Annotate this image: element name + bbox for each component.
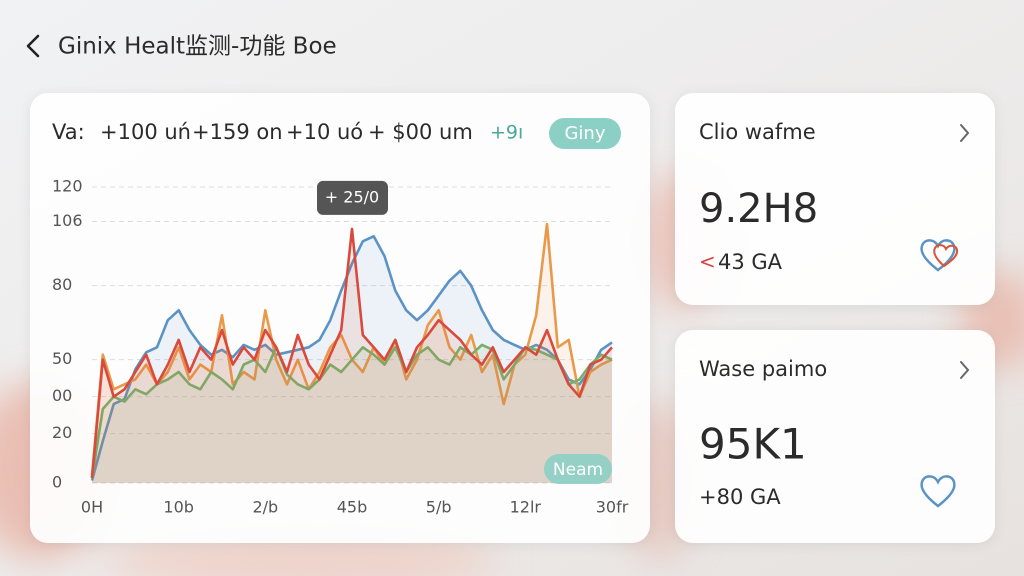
y-tick-label: 0 xyxy=(52,473,62,492)
legend-entry: +159 on xyxy=(192,120,283,144)
heart-icon xyxy=(920,475,956,508)
y-tick-label: 106 xyxy=(52,211,83,230)
toggle-label: Giny xyxy=(564,123,605,144)
x-tick-label: 5/b xyxy=(426,498,452,517)
series-area xyxy=(92,224,612,483)
y-tick-label: 80 xyxy=(52,275,72,294)
tooltip xyxy=(317,180,388,215)
x-tick-label: 45b xyxy=(337,498,368,517)
y-tick-label: 00 xyxy=(52,386,72,405)
badge-text: Neam xyxy=(553,460,603,480)
toggle-button[interactable] xyxy=(549,118,621,149)
card-value: 95K1 xyxy=(699,420,807,469)
chevron[interactable] xyxy=(960,124,970,142)
tooltip-text: + 25/0 xyxy=(325,187,379,206)
y-tick-label: 50 xyxy=(52,349,72,368)
series-line xyxy=(90,235,613,481)
legend-entry: +10 uó xyxy=(286,120,363,144)
back-button[interactable] xyxy=(26,34,40,58)
x-tick-label: 30fr xyxy=(596,498,629,517)
series-line xyxy=(90,227,613,479)
x-tick-label: 2/b xyxy=(252,498,278,517)
legend-extra: +9ı xyxy=(490,122,523,144)
card-title: Clio wafme xyxy=(699,120,816,144)
card-delta: 43 GA xyxy=(718,250,783,274)
heart-icon xyxy=(933,244,959,268)
badge xyxy=(544,454,612,484)
series-area xyxy=(92,228,612,483)
legend-entry: + $00 um xyxy=(368,120,473,144)
x-tick-label: 0H xyxy=(81,498,103,517)
x-tick-label: 12lr xyxy=(510,498,542,517)
y-tick-label: 20 xyxy=(52,423,72,442)
page-title: Ginix Healt监测-功能 Boe xyxy=(58,34,337,60)
card-delta: +80 GA xyxy=(699,485,781,509)
chart: Va: +100 uń +159 on +10 uó + $00 um +9ı Giny 12… xyxy=(52,118,629,517)
card-value: 9.2H8 xyxy=(699,186,818,232)
legend-title: Va: xyxy=(52,120,85,144)
chevron[interactable] xyxy=(960,361,970,379)
card-title: Wase paimo xyxy=(699,357,827,381)
stat-card[interactable] xyxy=(675,93,995,305)
x-tick-label: 10b xyxy=(163,498,194,517)
stat-card[interactable] xyxy=(675,330,995,543)
chart-card xyxy=(30,93,650,543)
legend-entry: +100 uń xyxy=(100,120,191,144)
card-delta-sign: < xyxy=(699,250,716,274)
y-tick-label: 120 xyxy=(52,177,83,196)
